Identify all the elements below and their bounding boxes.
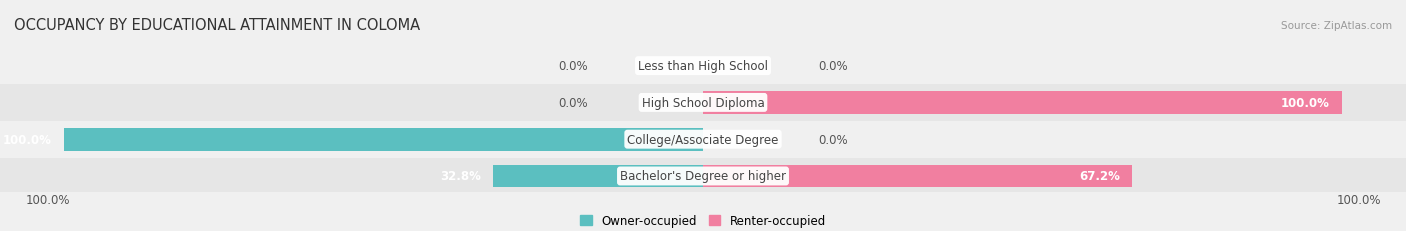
Bar	[63, 128, 703, 151]
Text: Less than High School: Less than High School	[638, 60, 768, 73]
Bar	[703, 92, 1343, 114]
Bar	[703, 165, 1132, 188]
Text: 100.0%: 100.0%	[3, 133, 51, 146]
Bar	[0, 85, 1406, 121]
Text: 0.0%: 0.0%	[818, 60, 848, 73]
Text: Bachelor's Degree or higher: Bachelor's Degree or higher	[620, 170, 786, 183]
Text: 67.2%: 67.2%	[1078, 170, 1119, 183]
Bar	[0, 158, 1406, 195]
Text: High School Diploma: High School Diploma	[641, 97, 765, 109]
Text: 100.0%: 100.0%	[1336, 193, 1381, 206]
Text: 32.8%: 32.8%	[440, 170, 481, 183]
Text: 0.0%: 0.0%	[818, 133, 848, 146]
Legend: Owner-occupied, Renter-occupied: Owner-occupied, Renter-occupied	[579, 214, 827, 227]
Text: 0.0%: 0.0%	[558, 97, 588, 109]
Bar	[0, 48, 1406, 85]
Bar	[494, 165, 703, 188]
Bar	[0, 121, 1406, 158]
Text: 0.0%: 0.0%	[558, 60, 588, 73]
Text: College/Associate Degree: College/Associate Degree	[627, 133, 779, 146]
Text: Source: ZipAtlas.com: Source: ZipAtlas.com	[1281, 20, 1392, 30]
Text: OCCUPANCY BY EDUCATIONAL ATTAINMENT IN COLOMA: OCCUPANCY BY EDUCATIONAL ATTAINMENT IN C…	[14, 18, 420, 33]
Text: 100.0%: 100.0%	[1281, 97, 1329, 109]
Text: 100.0%: 100.0%	[25, 193, 70, 206]
